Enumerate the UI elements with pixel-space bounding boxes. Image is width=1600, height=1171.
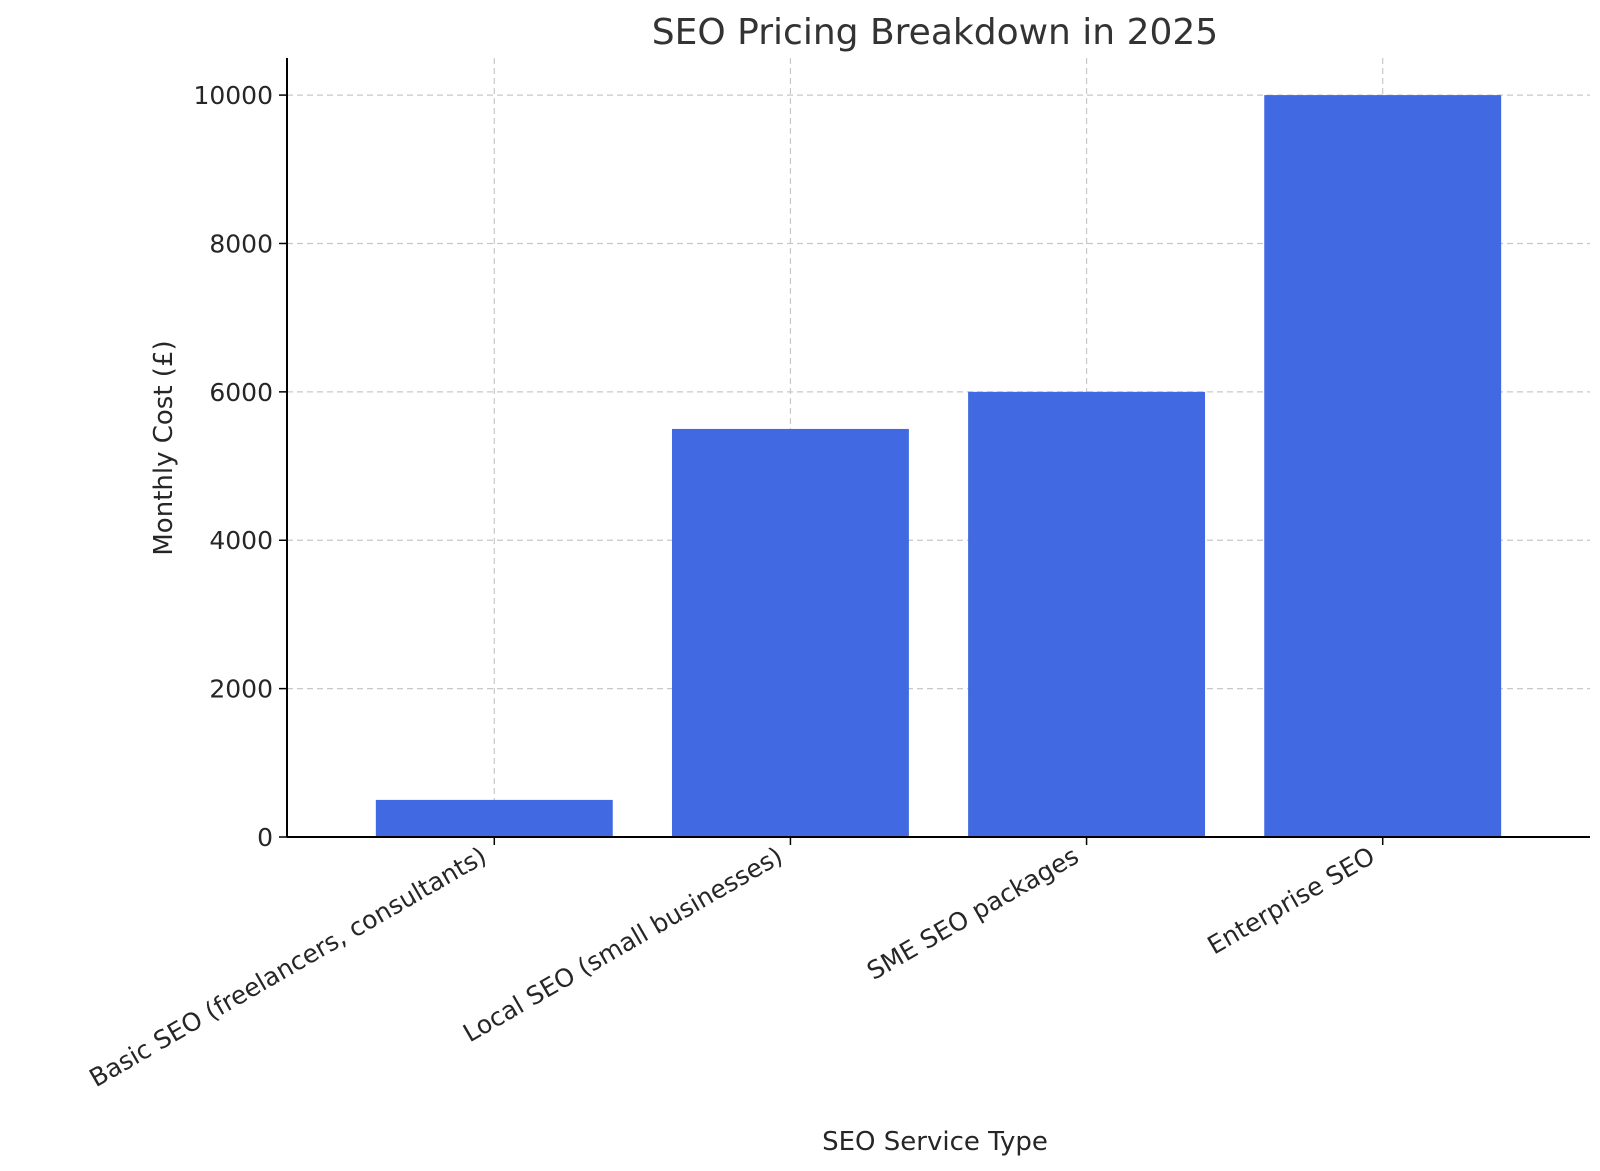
y-tick-label: 0 xyxy=(257,823,273,852)
x-tick-label: SME SEO packages xyxy=(862,841,1084,986)
bar xyxy=(671,428,909,837)
y-tick-label: 2000 xyxy=(209,675,273,704)
y-tick-label: 6000 xyxy=(209,378,273,407)
x-tick-label: Enterprise SEO xyxy=(1202,841,1379,960)
bars xyxy=(375,95,1502,838)
chart-title: SEO Pricing Breakdown in 2025 xyxy=(652,12,1218,53)
x-ticks: Basic SEO (freelancers, consultants)Loca… xyxy=(84,837,1384,1093)
x-tick-label: Local SEO (small businesses) xyxy=(458,841,787,1048)
bar xyxy=(375,799,613,837)
y-tick-label: 8000 xyxy=(209,229,273,258)
x-axis-label: SEO Service Type xyxy=(822,1127,1048,1157)
y-tick-label: 4000 xyxy=(209,526,273,555)
y-ticks: 0 2000 4000 6000 8000 10000 xyxy=(193,81,287,852)
bar xyxy=(968,391,1206,837)
y-tick-label: 10000 xyxy=(193,81,273,110)
bar xyxy=(1264,95,1502,838)
y-axis-label: Monthly Cost (£) xyxy=(149,340,179,555)
x-tick-label: Basic SEO (freelancers, consultants) xyxy=(84,841,491,1093)
axes xyxy=(286,58,1590,838)
